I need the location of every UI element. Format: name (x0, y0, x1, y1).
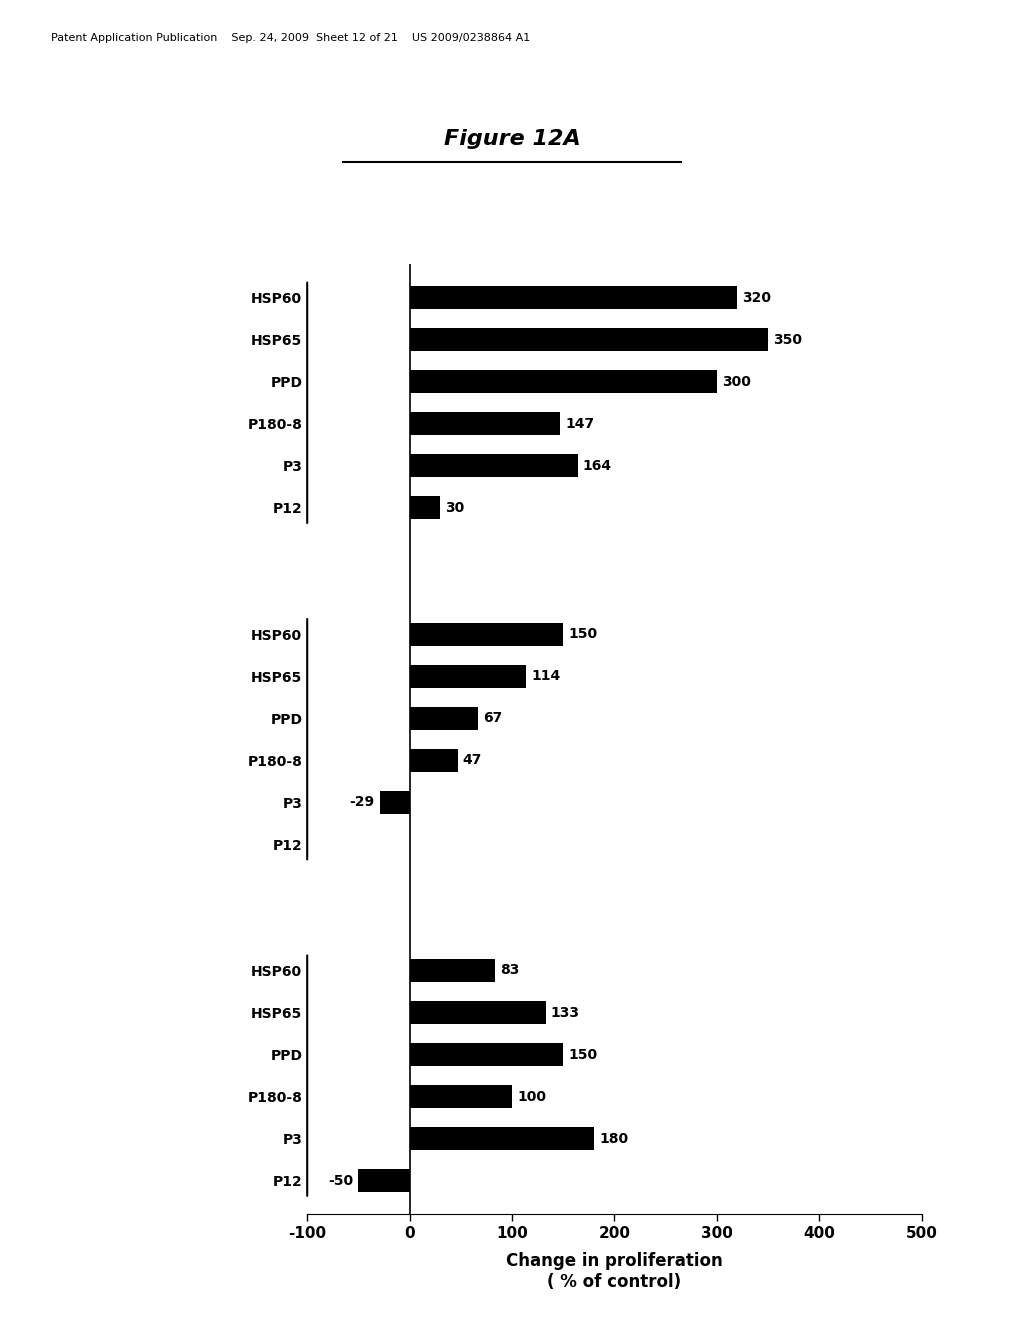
Bar (410, 706, 478, 730)
Text: 100: 100 (517, 1089, 546, 1104)
Text: -50: -50 (328, 1173, 353, 1188)
Bar (410, 454, 578, 478)
Text: 67: 67 (483, 711, 503, 725)
Text: 164: 164 (583, 459, 611, 473)
Text: 147: 147 (565, 417, 594, 430)
Text: Patent Application Publication    Sep. 24, 2009  Sheet 12 of 21    US 2009/02388: Patent Application Publication Sep. 24, … (51, 33, 530, 44)
Text: 300: 300 (722, 375, 751, 389)
Bar (410, 329, 768, 351)
Text: 180: 180 (599, 1131, 628, 1146)
Text: 133: 133 (551, 1006, 580, 1019)
Bar (410, 664, 526, 688)
Bar (410, 496, 440, 520)
Bar (380, 791, 410, 814)
Text: 320: 320 (742, 290, 771, 305)
Text: 47: 47 (463, 754, 482, 767)
Text: -29: -29 (349, 795, 375, 809)
Bar (410, 286, 737, 309)
Text: Figure 12A: Figure 12A (443, 128, 581, 149)
Text: 350: 350 (773, 333, 802, 347)
Text: 114: 114 (531, 669, 561, 684)
Text: 30: 30 (445, 500, 465, 515)
Bar (410, 958, 495, 982)
Bar (410, 412, 560, 436)
Bar (410, 623, 563, 645)
Bar (410, 1001, 546, 1024)
Bar (410, 1085, 512, 1109)
Bar (410, 1127, 594, 1150)
Text: 150: 150 (568, 627, 597, 642)
Bar (410, 370, 717, 393)
Bar (410, 1043, 563, 1067)
Text: 83: 83 (500, 964, 519, 978)
Bar (410, 748, 458, 772)
Text: 150: 150 (568, 1048, 597, 1061)
X-axis label: Change in proliferation
( % of control): Change in proliferation ( % of control) (506, 1253, 723, 1291)
Bar (358, 1170, 410, 1192)
